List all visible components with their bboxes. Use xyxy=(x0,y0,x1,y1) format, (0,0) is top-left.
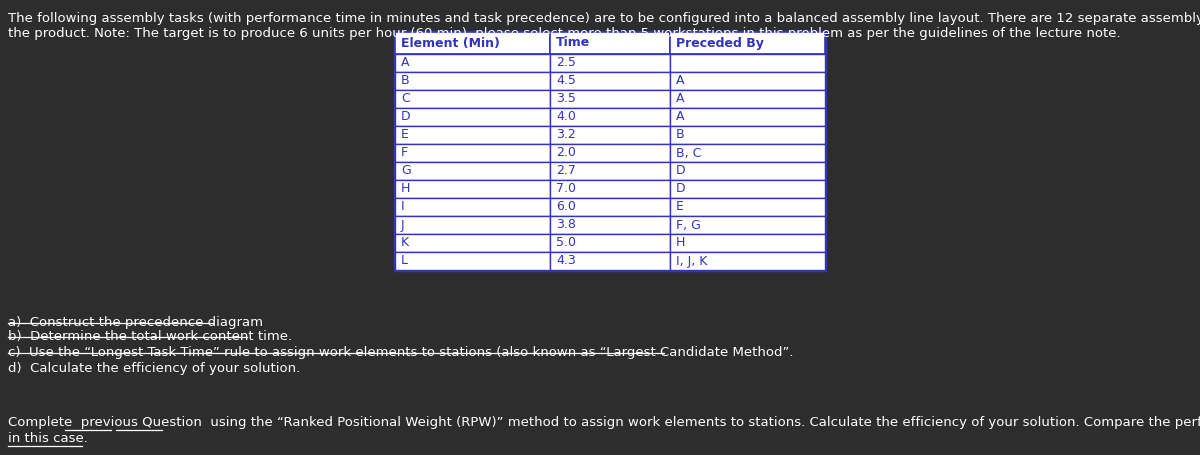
Bar xyxy=(550,144,670,162)
Text: 4.3: 4.3 xyxy=(556,254,576,268)
Text: Time: Time xyxy=(556,36,590,50)
Text: H: H xyxy=(676,237,685,249)
Text: L: L xyxy=(401,254,408,268)
Bar xyxy=(395,72,550,90)
Text: J: J xyxy=(401,218,404,232)
Bar xyxy=(550,54,670,72)
Bar xyxy=(395,32,550,54)
Bar xyxy=(395,216,550,234)
Bar xyxy=(395,144,550,162)
Bar xyxy=(550,126,670,144)
Text: 2.5: 2.5 xyxy=(556,56,576,70)
Bar xyxy=(550,162,670,180)
Text: I: I xyxy=(401,201,404,213)
Bar xyxy=(550,72,670,90)
Bar xyxy=(550,108,670,126)
Bar xyxy=(670,32,826,54)
Text: The following assembly tasks (with performance time in minutes and task preceden: The following assembly tasks (with perfo… xyxy=(8,12,1200,25)
Bar xyxy=(670,54,826,72)
Text: 2.7: 2.7 xyxy=(556,165,576,177)
Text: 4.0: 4.0 xyxy=(556,111,576,123)
Bar xyxy=(395,162,550,180)
Bar xyxy=(550,198,670,216)
Text: Complete  previous Question  using the “Ranked Positional Weight (RPW)” method t: Complete previous Question using the “Ra… xyxy=(8,416,1200,429)
Text: Preceded By: Preceded By xyxy=(676,36,764,50)
Text: C: C xyxy=(401,92,409,106)
Bar xyxy=(670,90,826,108)
Text: 7.0: 7.0 xyxy=(556,182,576,196)
Bar xyxy=(670,108,826,126)
Text: K: K xyxy=(401,237,409,249)
Bar xyxy=(395,108,550,126)
Text: the product. Note: The target is to produce 6 units per hour (60 min). please se: the product. Note: The target is to prod… xyxy=(8,27,1121,40)
Bar xyxy=(670,216,826,234)
Bar xyxy=(670,72,826,90)
Bar xyxy=(395,198,550,216)
Bar xyxy=(550,234,670,252)
Text: A: A xyxy=(676,92,684,106)
Text: F: F xyxy=(401,147,408,160)
Bar xyxy=(395,234,550,252)
Text: 2.0: 2.0 xyxy=(556,147,576,160)
Text: A: A xyxy=(401,56,409,70)
Bar xyxy=(670,234,826,252)
Bar xyxy=(670,180,826,198)
Text: 5.0: 5.0 xyxy=(556,237,576,249)
Text: H: H xyxy=(401,182,410,196)
Text: 3.2: 3.2 xyxy=(556,128,576,142)
Text: 3.8: 3.8 xyxy=(556,218,576,232)
Bar xyxy=(670,252,826,270)
Text: B: B xyxy=(676,128,685,142)
Bar xyxy=(550,90,670,108)
Bar xyxy=(395,126,550,144)
Text: A: A xyxy=(676,75,684,87)
Bar xyxy=(670,126,826,144)
Text: I, J, K: I, J, K xyxy=(676,254,707,268)
Text: 4.5: 4.5 xyxy=(556,75,576,87)
Text: 3.5: 3.5 xyxy=(556,92,576,106)
Text: E: E xyxy=(676,201,684,213)
Bar xyxy=(670,162,826,180)
Text: 6.0: 6.0 xyxy=(556,201,576,213)
Text: B: B xyxy=(401,75,409,87)
Text: D: D xyxy=(676,182,685,196)
Bar xyxy=(550,252,670,270)
Text: B, C: B, C xyxy=(676,147,701,160)
Text: a)  Construct the precedence diagram: a) Construct the precedence diagram xyxy=(8,316,263,329)
Text: D: D xyxy=(676,165,685,177)
Bar xyxy=(395,180,550,198)
Text: D: D xyxy=(401,111,410,123)
Text: d)  Calculate the efficiency of your solution.: d) Calculate the efficiency of your solu… xyxy=(8,362,300,375)
Text: in this case.: in this case. xyxy=(8,432,88,445)
Text: G: G xyxy=(401,165,410,177)
Bar xyxy=(550,180,670,198)
Bar xyxy=(395,32,826,270)
Bar xyxy=(395,90,550,108)
Text: c)  Use the “Longest Task Time” rule to assign work elements to stations (also k: c) Use the “Longest Task Time” rule to a… xyxy=(8,346,793,359)
Bar xyxy=(395,54,550,72)
Text: b)  Determine the total work content time.: b) Determine the total work content time… xyxy=(8,330,292,343)
Bar xyxy=(670,144,826,162)
Bar xyxy=(550,216,670,234)
Bar xyxy=(550,32,670,54)
Text: Element (Min): Element (Min) xyxy=(401,36,500,50)
Text: E: E xyxy=(401,128,409,142)
Bar xyxy=(395,252,550,270)
Text: F, G: F, G xyxy=(676,218,701,232)
Text: A: A xyxy=(676,111,684,123)
Bar xyxy=(670,198,826,216)
